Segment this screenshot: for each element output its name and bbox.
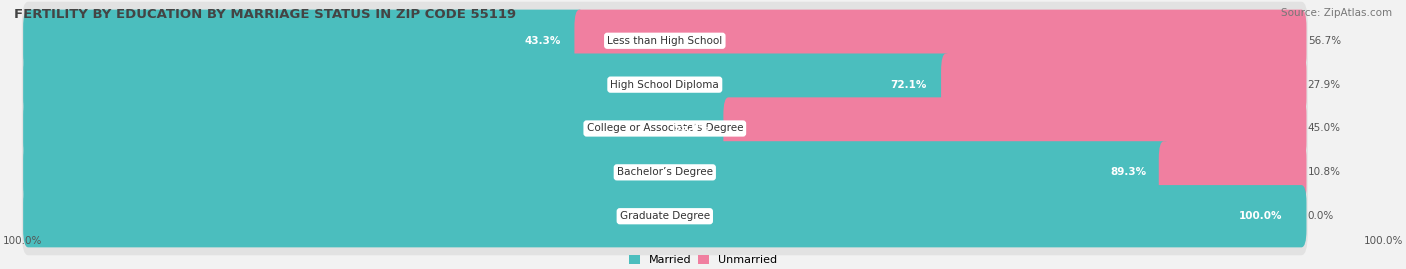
FancyBboxPatch shape bbox=[22, 2, 1308, 80]
Text: 45.0%: 45.0% bbox=[1308, 123, 1341, 133]
Text: Source: ZipAtlas.com: Source: ZipAtlas.com bbox=[1281, 8, 1392, 18]
Legend: Married, Unmarried: Married, Unmarried bbox=[624, 250, 782, 269]
FancyBboxPatch shape bbox=[941, 54, 1306, 116]
Text: Less than High School: Less than High School bbox=[607, 36, 723, 46]
FancyBboxPatch shape bbox=[22, 90, 1308, 168]
Text: 27.9%: 27.9% bbox=[1308, 80, 1341, 90]
Text: 100.0%: 100.0% bbox=[3, 236, 42, 246]
FancyBboxPatch shape bbox=[723, 97, 1306, 160]
FancyBboxPatch shape bbox=[22, 10, 585, 72]
Text: High School Diploma: High School Diploma bbox=[610, 80, 720, 90]
FancyBboxPatch shape bbox=[22, 54, 952, 116]
FancyBboxPatch shape bbox=[22, 97, 734, 160]
Text: 56.7%: 56.7% bbox=[1308, 36, 1341, 46]
FancyBboxPatch shape bbox=[22, 141, 1170, 203]
FancyBboxPatch shape bbox=[575, 10, 1306, 72]
Text: 55.0%: 55.0% bbox=[673, 123, 710, 133]
FancyBboxPatch shape bbox=[22, 177, 1308, 255]
Text: 100.0%: 100.0% bbox=[1364, 236, 1403, 246]
Text: College or Associate’s Degree: College or Associate’s Degree bbox=[586, 123, 742, 133]
Text: Bachelor’s Degree: Bachelor’s Degree bbox=[617, 167, 713, 177]
FancyBboxPatch shape bbox=[1159, 141, 1306, 203]
FancyBboxPatch shape bbox=[22, 133, 1308, 211]
Text: 89.3%: 89.3% bbox=[1109, 167, 1146, 177]
Text: Graduate Degree: Graduate Degree bbox=[620, 211, 710, 221]
Text: 43.3%: 43.3% bbox=[524, 36, 561, 46]
Text: FERTILITY BY EDUCATION BY MARRIAGE STATUS IN ZIP CODE 55119: FERTILITY BY EDUCATION BY MARRIAGE STATU… bbox=[14, 8, 516, 21]
Text: 0.0%: 0.0% bbox=[1308, 211, 1334, 221]
Text: 72.1%: 72.1% bbox=[890, 80, 927, 90]
Text: 10.8%: 10.8% bbox=[1308, 167, 1341, 177]
FancyBboxPatch shape bbox=[22, 45, 1308, 124]
FancyBboxPatch shape bbox=[22, 185, 1306, 247]
Text: 100.0%: 100.0% bbox=[1239, 211, 1282, 221]
